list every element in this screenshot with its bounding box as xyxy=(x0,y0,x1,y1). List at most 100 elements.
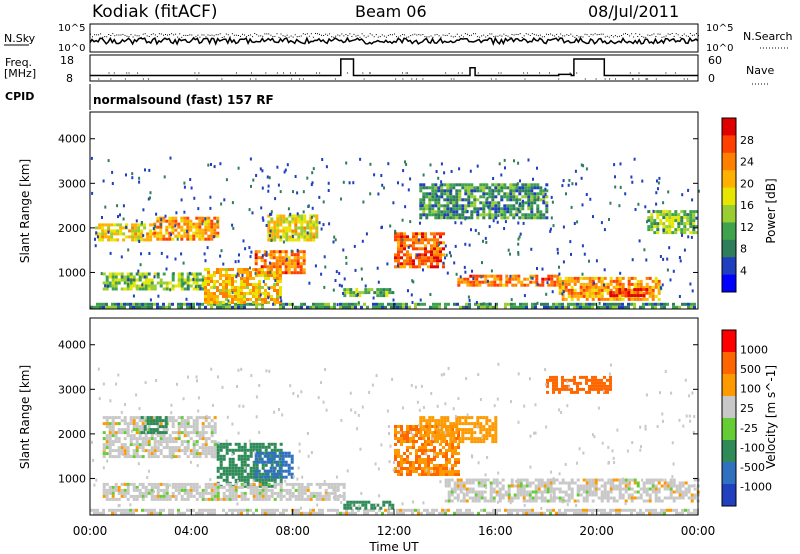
nsearch-point xyxy=(339,35,341,37)
velocity-cell xyxy=(418,446,421,449)
power-cell xyxy=(494,210,498,214)
velocity-cell xyxy=(294,508,297,512)
power-cell xyxy=(162,272,166,276)
power-cell xyxy=(470,201,474,205)
power-cell xyxy=(490,274,494,278)
power-speck xyxy=(280,299,283,303)
velocity-cell xyxy=(102,443,106,447)
power-cell xyxy=(243,295,246,298)
nave-point xyxy=(265,72,267,74)
nsearch-point xyxy=(450,35,452,37)
velocity-cell xyxy=(473,440,477,444)
velocity-cell xyxy=(570,387,573,391)
velocity-cell xyxy=(594,381,597,385)
power-cell xyxy=(436,265,439,269)
velocity-cell xyxy=(415,449,418,452)
power-cell xyxy=(366,305,369,309)
power-speck xyxy=(249,157,252,161)
power-cell xyxy=(467,183,471,187)
velocity-cell xyxy=(443,425,447,429)
power-cell xyxy=(440,192,444,196)
velocity-cell xyxy=(183,449,187,453)
power-cell xyxy=(225,286,228,289)
velocity-cell xyxy=(425,431,429,435)
velocity-cell xyxy=(105,425,109,429)
velocity-cell xyxy=(448,449,451,452)
velocity-cell xyxy=(168,434,172,438)
power-cell xyxy=(119,232,123,236)
velocity-cell xyxy=(164,422,168,426)
nsearch-point xyxy=(290,35,292,37)
velocity-cell xyxy=(409,428,412,431)
velocity-cell xyxy=(576,490,580,494)
power-cell xyxy=(683,228,687,232)
nsearch-point xyxy=(572,35,574,37)
power-speck xyxy=(236,272,239,276)
velocity-cell xyxy=(636,490,640,494)
velocity-cell xyxy=(468,487,472,491)
velocity-cell xyxy=(192,455,196,459)
power-cell xyxy=(509,204,513,208)
velocity-cell xyxy=(120,428,124,432)
power-speck xyxy=(312,167,315,171)
velocity-cell xyxy=(414,508,417,512)
power-cell xyxy=(636,279,640,283)
power-cell xyxy=(512,195,516,199)
velocity-cell xyxy=(400,440,403,443)
power-cell xyxy=(324,305,327,309)
power-cell xyxy=(113,223,117,227)
power-cell xyxy=(228,305,231,309)
power-cell xyxy=(120,305,123,309)
power-cell xyxy=(266,253,270,257)
power-cell xyxy=(213,222,217,226)
velocity-cell xyxy=(447,481,451,485)
velocity-cell xyxy=(403,431,406,434)
velocity-cell xyxy=(257,469,261,473)
power-cell xyxy=(603,276,607,280)
power-cell xyxy=(665,216,669,220)
velocity-cell xyxy=(549,490,553,494)
velocity-cell xyxy=(618,493,622,497)
power-cell xyxy=(430,259,433,263)
velocity-cell xyxy=(159,443,163,447)
velocity-cell xyxy=(149,419,153,423)
power-cell xyxy=(375,302,378,306)
velocity-cell xyxy=(269,451,273,455)
velocity-cell xyxy=(294,511,297,515)
velocity-cell xyxy=(430,443,433,446)
power-cell xyxy=(379,294,383,298)
power-cell xyxy=(129,278,133,282)
power-cell xyxy=(275,259,279,263)
power-cell xyxy=(195,216,199,220)
power-cell xyxy=(594,285,598,289)
power-cell xyxy=(469,283,473,287)
power-cell xyxy=(108,275,112,279)
power-cell xyxy=(491,192,495,196)
velocity-cell xyxy=(546,487,550,491)
velocity-cell xyxy=(525,493,529,497)
power-cell xyxy=(165,231,169,235)
velocity-cell xyxy=(216,445,220,449)
velocity-cell xyxy=(394,470,397,473)
power-cell xyxy=(418,241,421,245)
velocity-cell xyxy=(615,511,618,515)
power-cell xyxy=(654,302,657,306)
power-cell xyxy=(558,282,562,286)
power-cell xyxy=(484,277,488,281)
power-speck xyxy=(345,161,348,165)
velocity-cell xyxy=(394,437,397,440)
power-cell xyxy=(147,272,151,276)
velocity-cell xyxy=(422,416,426,420)
power-cell xyxy=(189,302,192,306)
power-cell xyxy=(95,226,99,230)
power-cell xyxy=(520,283,524,287)
power-speck xyxy=(148,252,151,255)
velocity-cell xyxy=(510,511,513,515)
velocity-cell xyxy=(534,511,537,515)
velocity-cell xyxy=(606,493,610,497)
velocity-cell xyxy=(609,381,612,385)
noise-tick-left-bottom: 10^0 xyxy=(58,43,85,54)
velocity-cell xyxy=(477,499,481,503)
power-cell xyxy=(527,189,531,193)
nsearch-point xyxy=(507,35,509,37)
